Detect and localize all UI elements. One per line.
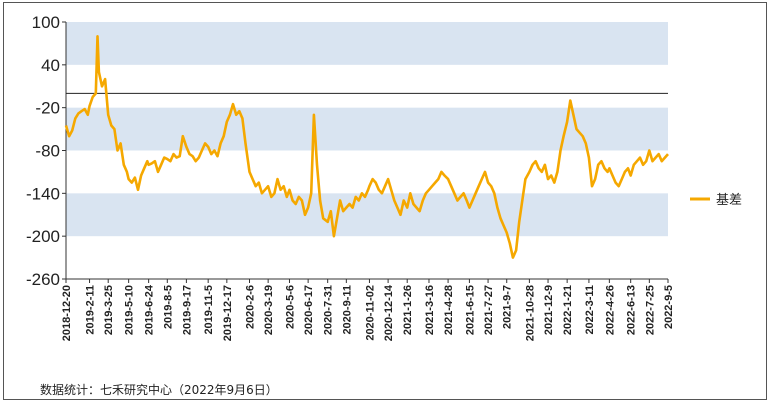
x-tick-label: 2021-10-28 <box>524 285 536 341</box>
x-tick-label: 2021-3-16 <box>424 285 436 335</box>
x-tick-label: 2022-1-21 <box>562 285 574 335</box>
chart-frame: 100 40 -20 -80 -140 -200 -260 2018-12-20 2019-2… <box>3 2 767 400</box>
x-tick-label: 2020-2-6 <box>244 285 256 329</box>
background-band <box>66 193 668 237</box>
x-tick-label: 2019-6-24 <box>144 284 156 335</box>
x-tick-label: 2020-7-31 <box>323 285 335 335</box>
x-tick-label: 2020-11-02 <box>364 285 376 341</box>
x-tick-label: 2020-3-19 <box>263 285 275 335</box>
x-tick-label: 2021-9-7 <box>502 285 514 329</box>
x-tick-label: 2019-5-10 <box>124 285 136 335</box>
x-tick-label: 2021-7-27 <box>483 285 495 335</box>
x-tick-label: 2019-8-5 <box>162 285 174 329</box>
x-tick-label: 2021-4-28 <box>443 285 455 335</box>
x-tick-label: 2022-7-25 <box>644 285 656 335</box>
x-tick-label: 2022-6-13 <box>626 285 638 335</box>
y-tick-label: -260 <box>26 270 60 289</box>
x-tick-label: 2019-11-5 <box>203 285 215 335</box>
y-tick-label: 40 <box>41 56 60 75</box>
y-tick-label: -200 <box>26 227 60 246</box>
x-tick-label: 2022-3-11 <box>584 285 596 335</box>
y-tick-label: 100 <box>32 13 60 32</box>
series-layer <box>64 34 669 259</box>
x-tick-label: 2022-4-26 <box>604 285 616 335</box>
x-tick-label: 2019-9-17 <box>181 285 193 335</box>
legend-label: 基差 <box>716 193 742 208</box>
y-tick-label: -20 <box>35 99 60 118</box>
y-tick-label: -80 <box>35 142 60 161</box>
x-tick-label: 2020-9-11 <box>341 285 353 335</box>
series-line-basis <box>64 34 669 259</box>
x-tick-label: 2019-2-11 <box>85 285 97 335</box>
source-note: 数据统计：七禾研究中心（2022年9月6日） <box>40 383 278 397</box>
x-tick-label: 2018-12-20 <box>61 285 73 341</box>
x-tick-label: 2021-1-26 <box>402 285 414 335</box>
basis-line-chart: 100 40 -20 -80 -140 -200 -260 2018-12-20 2019-2… <box>26 13 742 341</box>
x-tick-label: 2020-6-17 <box>303 285 315 335</box>
x-tick-label: 2019-3-25 <box>103 285 115 335</box>
x-tick-label: 2021-12-9 <box>543 285 555 335</box>
legend: 基差 <box>690 193 742 208</box>
x-tick-label: 2021-6-15 <box>464 285 476 335</box>
x-tick-label: 2020-12-14 <box>383 284 395 341</box>
y-axis-ticks: 100 40 -20 -80 -140 -200 -260 <box>26 13 66 289</box>
x-tick-label: 2020-5-6 <box>284 285 296 329</box>
background-band <box>66 22 668 65</box>
y-tick-label: -140 <box>26 184 60 203</box>
x-tick-label: 2022-9-5 <box>663 285 675 329</box>
x-tick-label: 2019-12-17 <box>222 285 234 341</box>
x-axis-ticks: 2018-12-20 2019-2-11 2019-3-25 2019-5-10 201… <box>61 279 675 341</box>
